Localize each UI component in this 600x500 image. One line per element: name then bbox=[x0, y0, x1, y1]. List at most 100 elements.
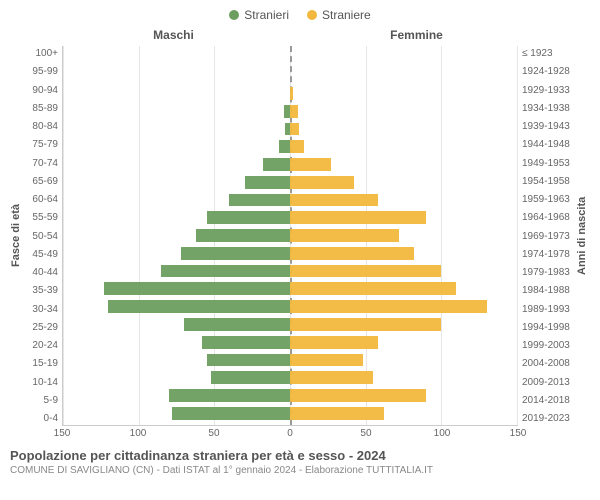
age-label: 35-39 bbox=[24, 285, 58, 296]
bar-row bbox=[63, 85, 517, 103]
birth-label: ≤ 1923 bbox=[522, 48, 576, 59]
bar-row bbox=[63, 298, 517, 316]
bar-row bbox=[63, 351, 517, 369]
bar-female bbox=[290, 229, 399, 242]
xtick-label: 150 bbox=[510, 428, 527, 439]
xtick-label: 100 bbox=[130, 428, 147, 439]
swatch-male bbox=[229, 10, 239, 20]
bar-female bbox=[290, 336, 378, 349]
age-label: 80-84 bbox=[24, 121, 58, 132]
age-label: 25-29 bbox=[24, 322, 58, 333]
age-label: 95-99 bbox=[24, 66, 58, 77]
yaxis-left-labels: 100+95-9990-9485-8980-8475-7970-7465-696… bbox=[24, 46, 62, 426]
chart-subtitle: COMUNE DI SAVIGLIANO (CN) - Dati ISTAT a… bbox=[10, 465, 590, 476]
swatch-female bbox=[307, 10, 317, 20]
bar-female bbox=[290, 176, 354, 189]
bar-male bbox=[181, 247, 290, 260]
birth-label: 1974-1978 bbox=[522, 249, 576, 260]
column-headers: Maschi Femmine bbox=[10, 28, 590, 42]
xtick-label: 150 bbox=[54, 428, 71, 439]
bar-female bbox=[290, 318, 441, 331]
bar-male bbox=[211, 371, 290, 384]
bar-male bbox=[229, 194, 290, 207]
bar-female bbox=[290, 194, 378, 207]
header-female: Femmine bbox=[295, 28, 590, 42]
age-label: 55-59 bbox=[24, 212, 58, 223]
bar-row bbox=[63, 244, 517, 262]
birth-label: 2019-2023 bbox=[522, 413, 576, 424]
bar-female bbox=[290, 105, 298, 118]
bar-male bbox=[161, 265, 290, 278]
birth-label: 1979-1983 bbox=[522, 267, 576, 278]
bar-female bbox=[290, 282, 456, 295]
age-label: 20-24 bbox=[24, 340, 58, 351]
bar-row bbox=[63, 102, 517, 120]
birth-label: 1989-1993 bbox=[522, 304, 576, 315]
xtick-label: 50 bbox=[360, 428, 371, 439]
bar-row bbox=[63, 227, 517, 245]
birth-label: 1929-1933 bbox=[522, 85, 576, 96]
birth-label: 1959-1963 bbox=[522, 194, 576, 205]
bar-female bbox=[290, 371, 373, 384]
bar-female bbox=[290, 247, 414, 260]
age-label: 85-89 bbox=[24, 103, 58, 114]
birth-label: 1944-1948 bbox=[522, 139, 576, 150]
gridline bbox=[517, 46, 518, 425]
bar-row bbox=[63, 369, 517, 387]
age-label: 10-14 bbox=[24, 377, 58, 388]
bar-row bbox=[63, 138, 517, 156]
birth-label: 1939-1943 bbox=[522, 121, 576, 132]
bar-row bbox=[63, 120, 517, 138]
age-label: 75-79 bbox=[24, 139, 58, 150]
age-label: 50-54 bbox=[24, 231, 58, 242]
age-label: 70-74 bbox=[24, 158, 58, 169]
age-label: 100+ bbox=[24, 48, 58, 59]
header-male: Maschi bbox=[10, 28, 295, 42]
bar-male bbox=[207, 211, 290, 224]
age-label: 15-19 bbox=[24, 358, 58, 369]
bar-row bbox=[63, 262, 517, 280]
birth-label: 1924-1928 bbox=[522, 66, 576, 77]
bar-female bbox=[290, 407, 384, 420]
bar-female bbox=[290, 87, 293, 100]
footer: Popolazione per cittadinanza straniera p… bbox=[10, 448, 590, 476]
xaxis-ticks: 15010050050100150 bbox=[62, 428, 518, 442]
bar-row bbox=[63, 49, 517, 67]
legend-item-male: Stranieri bbox=[229, 8, 289, 22]
age-label: 30-34 bbox=[24, 304, 58, 315]
birth-label: 1994-1998 bbox=[522, 322, 576, 333]
bar-female bbox=[290, 354, 363, 367]
bar-female bbox=[290, 389, 426, 402]
chart-title: Popolazione per cittadinanza straniera p… bbox=[10, 448, 590, 463]
bar-male bbox=[172, 407, 290, 420]
bar-male bbox=[207, 354, 290, 367]
yaxis-right-title: Anni di nascita bbox=[576, 46, 590, 426]
bar-row bbox=[63, 156, 517, 174]
xtick-label: 0 bbox=[287, 428, 293, 439]
bar-male bbox=[279, 140, 290, 153]
bar-row bbox=[63, 280, 517, 298]
bar-male bbox=[202, 336, 290, 349]
bar-female bbox=[290, 265, 441, 278]
birth-label: 1999-2003 bbox=[522, 340, 576, 351]
bar-row bbox=[63, 387, 517, 405]
xtick-label: 100 bbox=[434, 428, 451, 439]
bar-male bbox=[184, 318, 290, 331]
bar-male bbox=[104, 282, 290, 295]
birth-label: 1954-1958 bbox=[522, 176, 576, 187]
xaxis: 15010050050100150 bbox=[10, 428, 590, 442]
bar-row bbox=[63, 173, 517, 191]
birth-label: 1969-1973 bbox=[522, 231, 576, 242]
birth-label: 1949-1953 bbox=[522, 158, 576, 169]
bars-container bbox=[63, 46, 517, 425]
birth-label: 1964-1968 bbox=[522, 212, 576, 223]
yaxis-left-title: Fasce di età bbox=[10, 46, 24, 426]
birth-label: 1934-1938 bbox=[522, 103, 576, 114]
bar-row bbox=[63, 67, 517, 85]
bar-row bbox=[63, 191, 517, 209]
birth-label: 2014-2018 bbox=[522, 395, 576, 406]
bar-male bbox=[169, 389, 290, 402]
birth-label: 2004-2008 bbox=[522, 358, 576, 369]
bar-row bbox=[63, 333, 517, 351]
bar-female bbox=[290, 158, 331, 171]
